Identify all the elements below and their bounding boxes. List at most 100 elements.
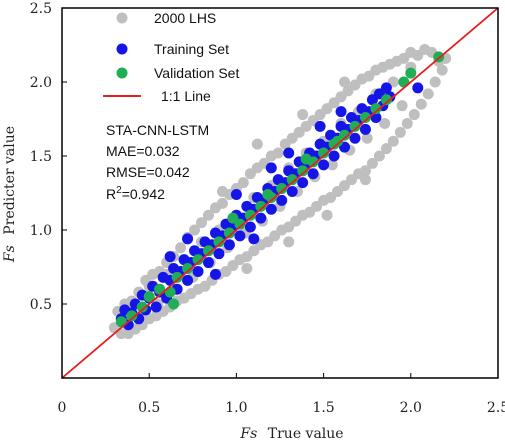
- r2-base: R: [106, 186, 116, 202]
- x-axis-title: Fs True value: [239, 426, 343, 442]
- point-training-set: [359, 123, 371, 135]
- legend: 2000 LHS Training Set Validation Set 1:1…: [103, 10, 239, 104]
- point-training-set: [318, 159, 330, 171]
- point-validation-set: [136, 301, 148, 313]
- point-training-set: [307, 168, 319, 180]
- point-2000-lhs: [196, 217, 208, 229]
- line-layer: [62, 8, 498, 378]
- x-tick-label: 1.0: [225, 400, 247, 416]
- point-2000-lhs: [359, 174, 371, 186]
- point-training-set: [209, 268, 221, 280]
- point-training-set: [276, 194, 288, 206]
- point-training-set: [335, 106, 347, 118]
- point-2000-lhs: [202, 209, 214, 221]
- point-training-set: [314, 120, 326, 132]
- mae-value: MAE=0.032: [106, 143, 180, 159]
- point-validation-set: [171, 271, 183, 283]
- point-training-set: [234, 230, 246, 242]
- point-training-set: [286, 186, 298, 198]
- point-2000-lhs: [237, 177, 249, 189]
- point-2000-lhs: [297, 109, 309, 121]
- legend-marker-lhs: [116, 12, 128, 24]
- x-tick-label: 0: [58, 400, 67, 416]
- point-training-set: [328, 150, 340, 162]
- point-training-set: [182, 274, 194, 286]
- point-training-set: [223, 239, 235, 251]
- y-tick-label: 1.5: [30, 149, 52, 165]
- point-2000-lhs: [241, 262, 253, 274]
- point-2000-lhs: [216, 186, 228, 198]
- point-training-set: [182, 233, 194, 245]
- point-validation-set: [318, 147, 330, 159]
- x-tick-label: 0.5: [138, 400, 160, 416]
- point-2000-lhs: [387, 135, 399, 147]
- point-training-set: [248, 233, 260, 245]
- point-validation-set: [223, 227, 235, 239]
- x-axis-text: True value: [268, 426, 344, 442]
- plot-frame: [61, 7, 499, 379]
- point-2000-lhs: [283, 236, 295, 248]
- point-2000-lhs: [429, 76, 441, 88]
- x-axis-var: Fs: [239, 426, 257, 442]
- point-validation-set: [244, 209, 256, 221]
- point-training-set: [265, 203, 277, 215]
- point-2000-lhs: [175, 242, 187, 254]
- point-validation-set: [143, 291, 155, 303]
- point-2000-lhs: [189, 224, 201, 236]
- point-2000-lhs: [366, 157, 378, 169]
- point-training-set: [244, 221, 256, 233]
- point-validation-set: [126, 310, 138, 322]
- point-validation-set: [359, 112, 371, 124]
- point-2000-lhs: [321, 209, 333, 221]
- point-validation-set: [398, 76, 410, 88]
- point-validation-set: [332, 135, 344, 147]
- point-training-set: [412, 82, 424, 94]
- point-training-set: [202, 257, 214, 269]
- point-validation-set: [276, 183, 288, 195]
- point-validation-set: [286, 174, 298, 186]
- point-2000-lhs: [216, 197, 228, 209]
- point-validation-set: [115, 316, 127, 328]
- rmse-value: RMSE=0.042: [106, 164, 190, 180]
- point-validation-set: [297, 165, 309, 177]
- point-2000-lhs: [339, 76, 351, 88]
- legend-label-line: 1:1 Line: [161, 88, 211, 104]
- point-validation-set: [255, 200, 267, 212]
- y-axis-var: Fs: [2, 245, 18, 263]
- legend-label-training: Training Set: [154, 41, 229, 57]
- stats-block: STA-CNN-LSTM MAE=0.032 RMSE=0.042 R2=0.9…: [106, 122, 209, 202]
- y-axis-text: Predicter value: [2, 126, 18, 235]
- point-validation-set: [300, 153, 312, 165]
- point-2000-lhs: [373, 150, 385, 162]
- point-validation-set: [349, 120, 361, 132]
- point-training-set: [213, 248, 225, 260]
- points-layer: [108, 43, 452, 340]
- point-training-set: [192, 265, 204, 277]
- point-validation-set: [262, 188, 274, 200]
- r2-sup: 2: [116, 185, 122, 196]
- point-2000-lhs: [396, 100, 408, 112]
- y-tick-label: 2.5: [30, 1, 52, 17]
- point-validation-set: [380, 94, 392, 106]
- point-training-set: [380, 82, 392, 94]
- point-training-set: [297, 177, 309, 189]
- point-2000-lhs: [326, 159, 338, 171]
- point-validation-set: [370, 103, 382, 115]
- point-training-set: [255, 212, 267, 224]
- point-validation-set: [164, 286, 176, 298]
- point-training-set: [283, 147, 295, 159]
- x-tick-label: 2.5: [487, 400, 505, 416]
- ticks-layer: 0 0.5 1.0 1.5 2.0 2.5 0.5 1.0 1.5 2.0 2.5: [30, 1, 505, 416]
- point-2000-lhs: [394, 126, 406, 138]
- r2-number: =0.942: [122, 186, 165, 202]
- point-2000-lhs: [436, 64, 448, 76]
- point-2000-lhs: [408, 109, 420, 121]
- y-axis-title: Fs Predicter value: [2, 126, 18, 263]
- point-2000-lhs: [422, 88, 434, 100]
- point-training-set: [265, 162, 277, 174]
- y-tick-label: 2.0: [30, 75, 52, 91]
- point-training-set: [150, 301, 162, 313]
- point-validation-set: [213, 236, 225, 248]
- legend-marker-validation: [116, 67, 128, 79]
